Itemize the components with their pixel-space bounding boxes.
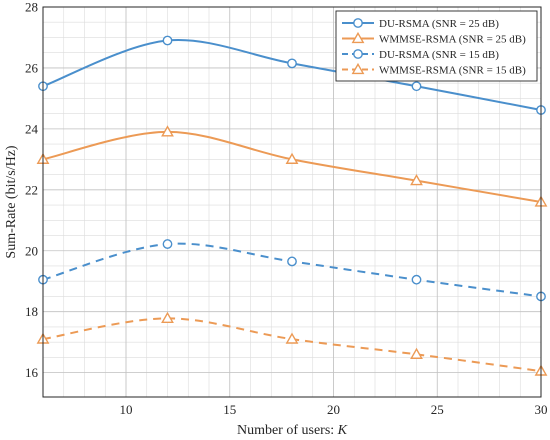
- plot-border: [42, 6, 542, 398]
- legend-marker: [351, 62, 365, 75]
- x-axis-label-variable: K: [337, 423, 348, 438]
- y-tick-label: 18: [25, 304, 38, 319]
- data-point: [285, 152, 299, 164]
- x-axis-label: Number of users: K: [237, 423, 348, 438]
- legend-label: DU-RSMA (SNR = 15 dB): [379, 49, 499, 61]
- x-tick-label: 25: [431, 402, 444, 417]
- y-axis-label: Sum-Rate (bit/s/Hz): [4, 145, 19, 258]
- legend-label: WMMSE-RSMA (SNR = 25 dB): [379, 34, 526, 46]
- legend-marker: [353, 49, 363, 59]
- legend-entry: DU-RSMA (SNR = 25 dB): [342, 18, 499, 30]
- data-point: [410, 174, 423, 186]
- data-point: [411, 81, 422, 92]
- legend-marker: [353, 18, 363, 28]
- legend-entry: DU-RSMA (SNR = 15 dB): [342, 49, 499, 61]
- y-tick-label: 28: [25, 0, 38, 15]
- legend-label: WMMSE-RSMA (SNR = 15 dB): [379, 65, 526, 77]
- series-3: [38, 239, 546, 302]
- x-tick-label: 20: [327, 402, 340, 417]
- x-tick-label: 15: [223, 402, 236, 417]
- data-point: [411, 274, 422, 285]
- y-tick-label: 22: [25, 182, 38, 197]
- x-tick-label: 10: [120, 402, 133, 417]
- legend: DU-RSMA (SNR = 25 dB) WMMSE-RSMA (SNR = 2…: [335, 10, 538, 82]
- data-point: [410, 347, 423, 359]
- axes-frame: [42, 6, 542, 398]
- data-point: [161, 125, 174, 137]
- legend-entry: WMMSE-RSMA (SNR = 25 dB): [342, 31, 526, 46]
- x-tick-label: 30: [535, 402, 548, 417]
- legend-entry: WMMSE-RSMA (SNR = 15 dB): [342, 62, 526, 77]
- series-layer: [36, 35, 548, 376]
- data-point: [162, 239, 173, 249]
- data-point: [285, 332, 299, 344]
- data-point: [287, 58, 297, 69]
- tick-labels: 10 15 20 25 30 16 18 20 22 24 26 28: [25, 0, 548, 417]
- data-point: [162, 35, 173, 46]
- data-point: [161, 311, 174, 323]
- y-tick-label: 20: [25, 243, 38, 258]
- y-tick-label: 26: [25, 60, 39, 75]
- legend-label: DU-RSMA (SNR = 25 dB): [379, 18, 499, 30]
- y-tick-label: 16: [25, 365, 39, 380]
- legend-marker: [351, 31, 365, 44]
- y-tick-label: 24: [25, 121, 39, 136]
- x-axis-label-text: Number of users:: [237, 423, 338, 438]
- data-point: [287, 256, 297, 267]
- series-2: [36, 125, 548, 207]
